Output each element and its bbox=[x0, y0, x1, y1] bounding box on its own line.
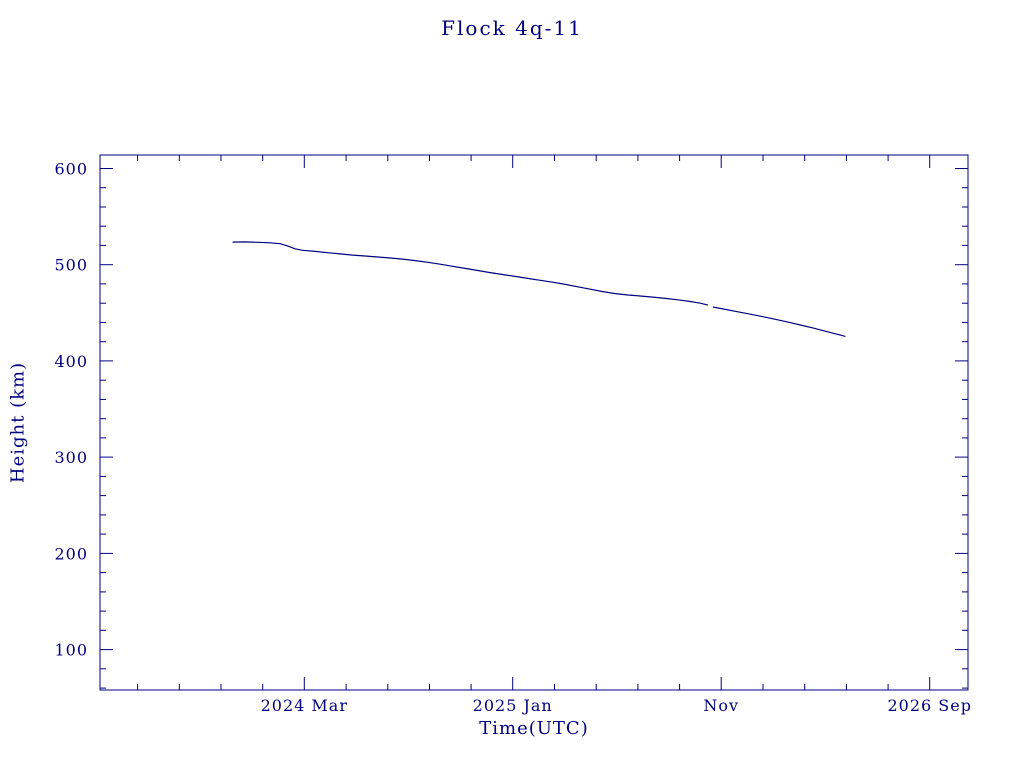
chart-title: Flock 4q-11 bbox=[441, 16, 583, 40]
svg-text:200: 200 bbox=[54, 544, 88, 563]
svg-text:300: 300 bbox=[54, 448, 88, 467]
svg-text:600: 600 bbox=[54, 160, 88, 179]
x-axis-label: Time(UTC) bbox=[479, 718, 589, 739]
svg-text:2026 Sep: 2026 Sep bbox=[887, 696, 971, 715]
svg-text:2024 Mar: 2024 Mar bbox=[261, 696, 348, 715]
svg-text:400: 400 bbox=[54, 352, 88, 371]
svg-text:500: 500 bbox=[54, 256, 88, 275]
svg-text:Nov: Nov bbox=[703, 696, 739, 715]
svg-text:100: 100 bbox=[54, 641, 88, 660]
svg-text:2025 Jan: 2025 Jan bbox=[473, 696, 553, 715]
